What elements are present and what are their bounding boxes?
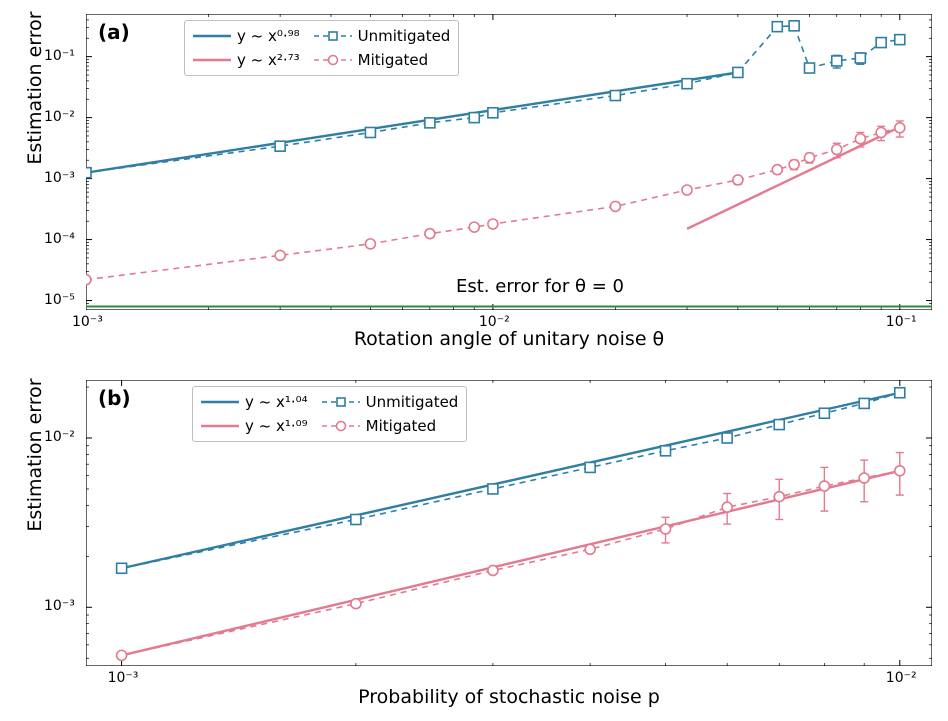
- legend-b-fit2-swatch: [201, 417, 239, 435]
- panel-a-label: (a): [98, 20, 130, 44]
- panel-a: (a) y ~ x⁰·⁹⁸ y ~ x²·⁷³: [86, 14, 932, 310]
- legend-unmitigated-label: Unmitigated: [358, 27, 451, 45]
- ytick-label: 10⁻²: [44, 109, 75, 125]
- legend-unmitigated-swatch: [314, 27, 352, 45]
- panel-b-ylabel: Estimation error: [24, 312, 46, 598]
- legend-b-mitigated-label: Mitigated: [366, 417, 437, 435]
- legend-fit1-label: y ~ x⁰·⁹⁸: [237, 27, 300, 45]
- legend-b-fit1-swatch: [201, 393, 239, 411]
- panel-b: (b) y ~ x¹·⁰⁴ y ~ x¹·⁰⁹: [86, 380, 932, 666]
- panel-a-xlabel: Rotation angle of unitary noise θ: [86, 328, 932, 350]
- xtick-label: 10⁻¹: [886, 314, 917, 330]
- ytick-label: 10⁻⁵: [44, 292, 75, 308]
- xtick-label: 10⁻²: [886, 670, 917, 686]
- legend-b-unmitigated-label: Unmitigated: [366, 393, 459, 411]
- legend-fit2-label: y ~ x²·⁷³: [237, 51, 300, 69]
- ytick-label: 10⁻¹: [44, 48, 75, 64]
- legend-b-mitigated-swatch: [322, 417, 360, 435]
- panel-a-legend: y ~ x⁰·⁹⁸ y ~ x²·⁷³ Unmitigated: [184, 20, 459, 76]
- legend-b-fit1-label: y ~ x¹·⁰⁴: [245, 393, 308, 411]
- xtick-label: 10⁻³: [108, 670, 139, 686]
- legend-fit2-swatch: [193, 51, 231, 69]
- ytick-label: 10⁻³: [44, 598, 75, 614]
- legend-b-unmitigated-swatch: [322, 393, 360, 411]
- panel-b-legend: y ~ x¹·⁰⁴ y ~ x¹·⁰⁹ Unmitigated: [192, 386, 467, 442]
- panel-a-annotation: Est. error for θ = 0: [456, 276, 624, 297]
- ytick-label: 10⁻⁴: [44, 231, 75, 247]
- xtick-label: 10⁻³: [72, 314, 103, 330]
- legend-b-fit2-label: y ~ x¹·⁰⁹: [245, 417, 308, 435]
- legend-fit1-swatch: [193, 27, 231, 45]
- panel-b-label: (b): [98, 386, 131, 410]
- xtick-label: 10⁻²: [479, 314, 510, 330]
- panel-b-xlabel: Probability of stochastic noise p: [86, 686, 932, 708]
- ytick-label: 10⁻³: [44, 170, 75, 186]
- legend-mitigated-label: Mitigated: [358, 51, 429, 69]
- ytick-label: 10⁻²: [44, 429, 75, 445]
- legend-mitigated-swatch: [314, 51, 352, 69]
- figure: (a) y ~ x⁰·⁹⁸ y ~ x²·⁷³: [0, 0, 948, 721]
- panel-a-ylabel: Estimation error: [24, 0, 46, 236]
